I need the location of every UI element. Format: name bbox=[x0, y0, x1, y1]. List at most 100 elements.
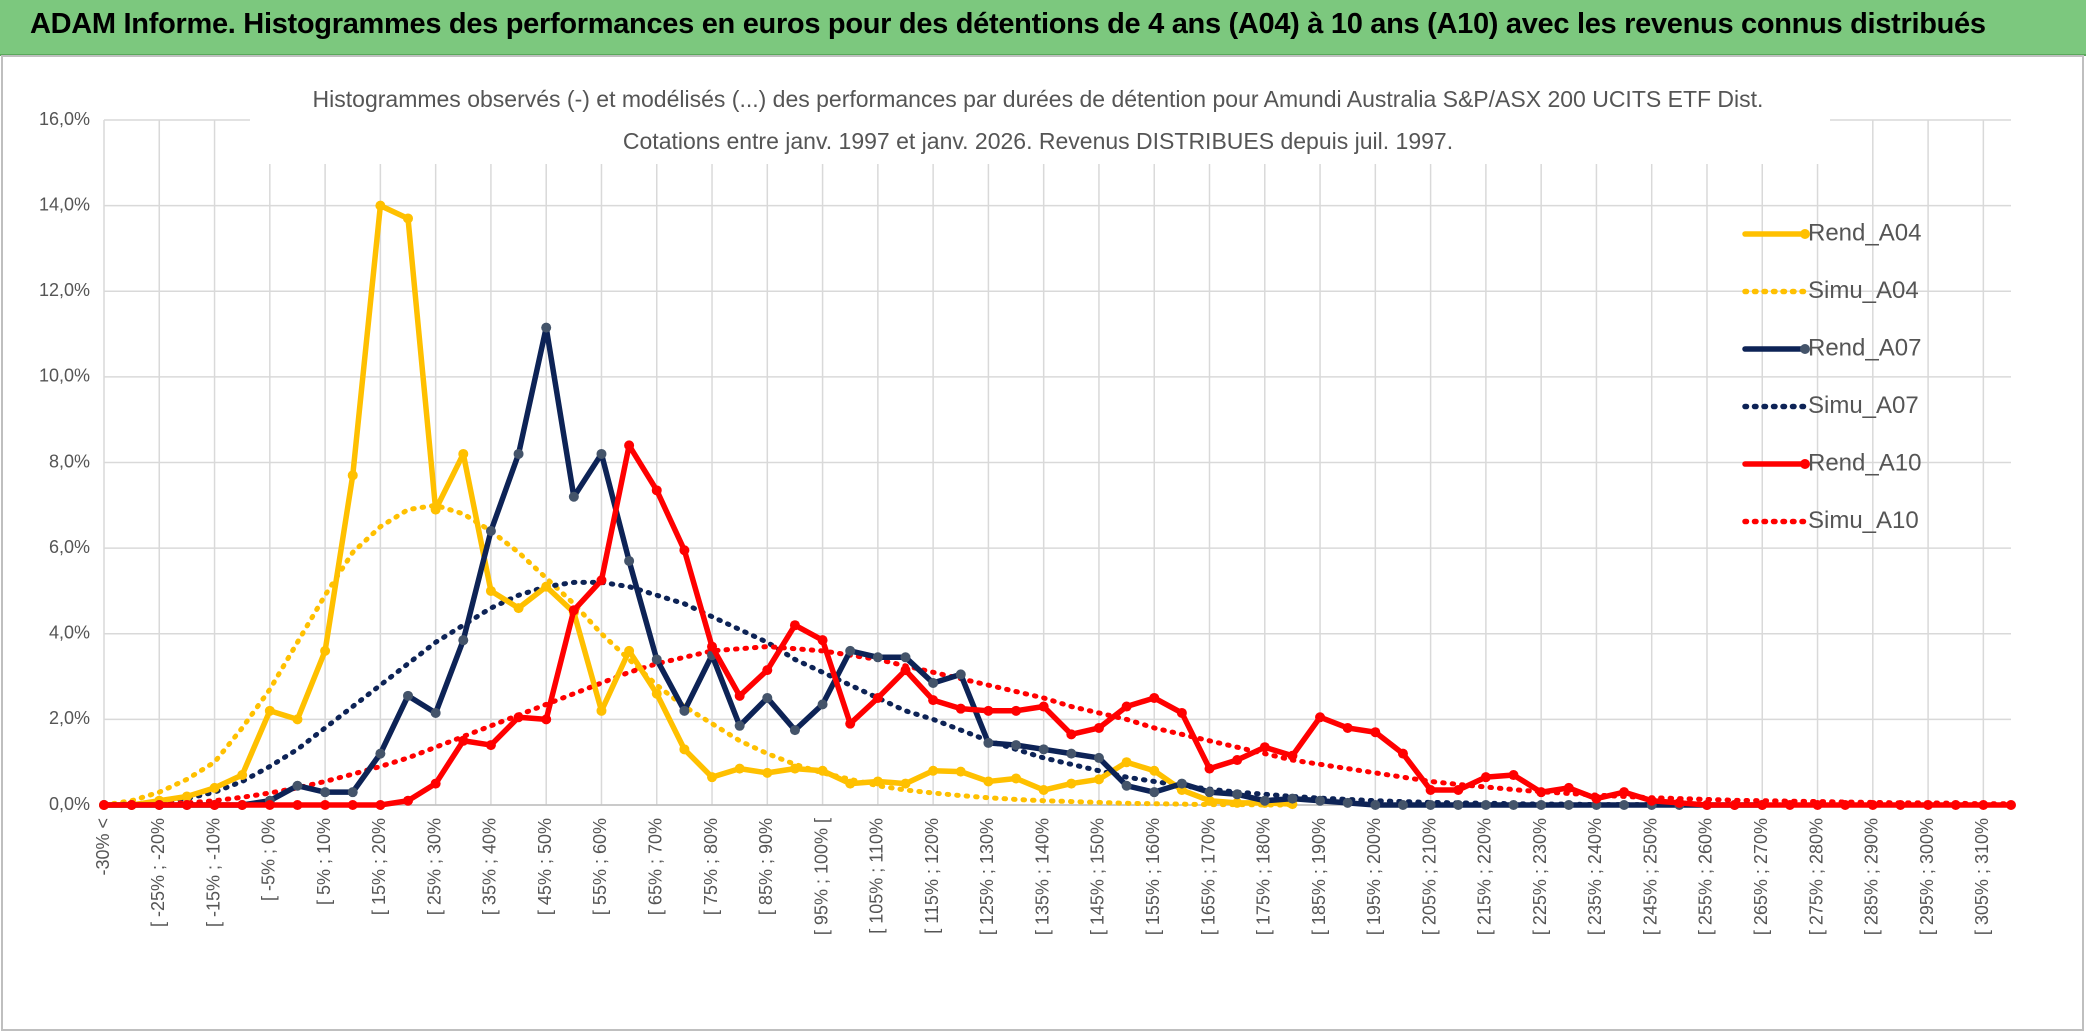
point-marker bbox=[1453, 800, 1464, 810]
point-marker bbox=[1867, 800, 1878, 810]
point-marker bbox=[541, 581, 552, 592]
point-marker bbox=[1149, 692, 1160, 703]
point-marker bbox=[1204, 795, 1215, 806]
point-marker bbox=[403, 690, 414, 701]
point-marker bbox=[1259, 795, 1270, 806]
point-marker bbox=[568, 605, 579, 616]
point-marker bbox=[1093, 722, 1104, 733]
point-marker bbox=[320, 787, 331, 798]
x-tick-label: [ 5% ; 10% bbox=[314, 818, 334, 905]
point-marker bbox=[320, 645, 331, 656]
point-marker bbox=[126, 800, 137, 810]
point-marker bbox=[1397, 800, 1408, 810]
x-tick-label: [ -5% ; 0% bbox=[259, 818, 279, 901]
y-tick-label: 6,0% bbox=[49, 537, 90, 557]
point-marker bbox=[1425, 800, 1436, 810]
point-marker bbox=[1149, 787, 1160, 798]
x-tick-label: [ 85% ; 90% bbox=[756, 818, 776, 915]
x-tick-label: [ 175% ; 180% bbox=[1254, 818, 1274, 935]
point-marker bbox=[789, 620, 800, 631]
x-tick-label: [ 165% ; 170% bbox=[1198, 818, 1218, 935]
series-line bbox=[101, 644, 2014, 808]
y-tick-label: 10,0% bbox=[39, 366, 90, 386]
point-marker bbox=[1342, 797, 1353, 808]
point-marker bbox=[1812, 800, 1823, 810]
point-marker bbox=[485, 526, 496, 536]
point-marker bbox=[1121, 757, 1132, 768]
point-marker bbox=[651, 688, 662, 699]
point-marker bbox=[1563, 782, 1574, 793]
point-marker bbox=[651, 654, 662, 665]
point-marker bbox=[1591, 793, 1602, 804]
x-tick-label: [ 275% ; 280% bbox=[1806, 818, 1826, 935]
point-marker bbox=[1923, 800, 1934, 810]
point-marker bbox=[1784, 800, 1795, 810]
legend-label: Rend_A10 bbox=[1808, 449, 1921, 476]
point-marker bbox=[900, 778, 911, 789]
point-marker bbox=[375, 748, 386, 759]
x-tick-label: [ 105% ; 110% bbox=[867, 818, 887, 934]
point-marker bbox=[1287, 750, 1298, 761]
point-marker bbox=[1536, 787, 1547, 798]
point-marker bbox=[624, 440, 635, 451]
point-marker bbox=[1619, 787, 1630, 798]
point-marker bbox=[1895, 800, 1906, 810]
point-marker bbox=[1121, 780, 1132, 791]
y-tick-label: 14,0% bbox=[39, 194, 90, 214]
point-marker bbox=[264, 705, 275, 716]
point-marker bbox=[817, 699, 828, 710]
point-marker bbox=[734, 690, 745, 701]
point-marker bbox=[845, 645, 856, 656]
legend-marker bbox=[1800, 229, 1810, 239]
x-tick-label: [ 235% ; 240% bbox=[1585, 818, 1605, 935]
point-marker bbox=[1480, 800, 1491, 810]
point-marker bbox=[596, 575, 607, 586]
x-tick-label: [ 115% ; 120% bbox=[922, 818, 942, 934]
point-marker bbox=[237, 770, 248, 781]
point-marker bbox=[430, 504, 441, 515]
legend-label: Rend_A07 bbox=[1808, 334, 1921, 361]
legend-label: Rend_A04 bbox=[1808, 219, 1921, 246]
point-marker bbox=[679, 744, 690, 755]
point-marker bbox=[983, 776, 994, 787]
point-marker bbox=[872, 776, 883, 787]
point-marker bbox=[1066, 778, 1077, 789]
point-marker bbox=[1232, 789, 1243, 800]
point-marker bbox=[209, 800, 220, 810]
point-marker bbox=[1093, 774, 1104, 785]
point-marker bbox=[1563, 800, 1574, 810]
point-marker bbox=[1508, 770, 1519, 781]
point-marker bbox=[1315, 795, 1326, 806]
point-marker bbox=[375, 200, 386, 211]
header-title: ADAM Informe. Histogrammes des performan… bbox=[30, 8, 1986, 40]
point-marker bbox=[1232, 755, 1243, 766]
x-tick-label: [ 155% ; 160% bbox=[1143, 818, 1163, 935]
point-marker bbox=[679, 705, 690, 716]
point-marker bbox=[1757, 800, 1768, 810]
point-marker bbox=[1176, 778, 1187, 789]
y-tick-label: 8,0% bbox=[49, 451, 90, 471]
point-marker bbox=[983, 737, 994, 748]
point-marker bbox=[1674, 797, 1685, 808]
point-marker bbox=[430, 778, 441, 789]
point-marker bbox=[1204, 787, 1215, 798]
x-tick-label: [ 55% ; 60% bbox=[590, 818, 610, 915]
point-marker bbox=[1232, 797, 1243, 808]
x-tick-label: [ 35% ; 40% bbox=[480, 818, 500, 915]
x-tick-label: [ 295% ; 300% bbox=[1917, 818, 1937, 935]
point-marker bbox=[347, 787, 358, 798]
chart-subtitle: Cotations entre janv. 1997 et janv. 2026… bbox=[623, 128, 1453, 154]
point-marker bbox=[1287, 793, 1298, 804]
point-marker bbox=[320, 800, 331, 810]
point-marker bbox=[762, 692, 773, 703]
point-marker bbox=[1038, 785, 1049, 796]
point-marker bbox=[928, 677, 939, 688]
point-marker bbox=[734, 720, 745, 731]
x-tick-label: [ 75% ; 80% bbox=[701, 818, 721, 915]
point-marker bbox=[1342, 722, 1353, 733]
point-marker bbox=[1121, 701, 1132, 712]
point-marker bbox=[541, 322, 552, 333]
point-marker bbox=[928, 765, 939, 776]
point-marker bbox=[900, 665, 911, 676]
